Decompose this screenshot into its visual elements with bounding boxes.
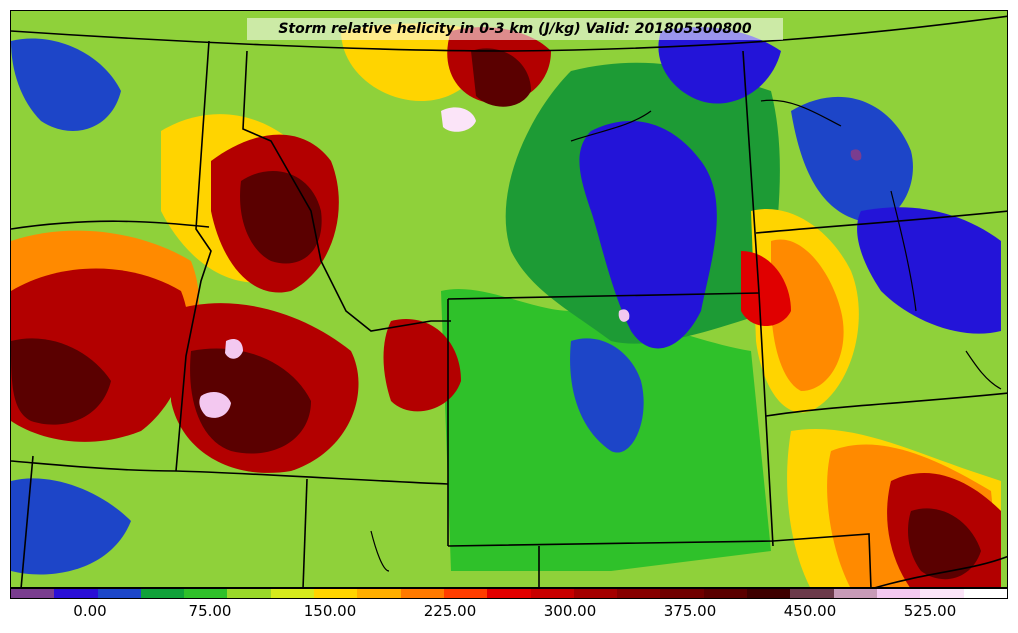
colorbar-tick-label: 525.00: [903, 602, 957, 620]
colorbar-segment: [833, 589, 877, 598]
blue-region-northwest: [11, 38, 121, 131]
nebraska-kansas-border: [765, 392, 1007, 417]
pink-peak-nevada: [199, 391, 231, 418]
oklahoma-border: [875, 555, 1007, 587]
colorbar-segment: [97, 589, 141, 598]
washington-oregon-border: [11, 220, 210, 230]
pink-peak-montana: [441, 107, 476, 132]
colorbar-segment: [703, 589, 748, 598]
pink-peak-colorado: [618, 309, 630, 322]
colorbar-tick-label: 450.00: [783, 602, 837, 620]
river-montana: [570, 110, 652, 142]
title-box: Storm relative helicity in 0-3 km (J/kg)…: [247, 18, 783, 40]
colorbar-segment: [54, 589, 98, 598]
blue-region-east: [857, 207, 1001, 334]
darkred-region-oregon: [11, 338, 111, 425]
yellow-band-montana: [341, 23, 483, 101]
colorbar-segment: [443, 589, 488, 598]
wyoming-east-border: [742, 50, 774, 547]
california-border: [20, 455, 34, 587]
colorbar-segment: [617, 589, 661, 598]
colorbar-tick-label: 150.00: [303, 602, 357, 620]
rivers-lakes: [370, 99, 1002, 572]
colorbar-segment: [573, 589, 618, 598]
dakota-nebraska-border: [755, 210, 1007, 234]
orange-band-nebraska: [771, 239, 844, 391]
colorbar-segment: [357, 589, 401, 598]
colorbar-segment: [400, 589, 444, 598]
colorbar-tick-label: 0.00: [73, 602, 107, 620]
colorbar-segment: [920, 589, 964, 598]
wyoming-south-border: [447, 292, 760, 300]
idaho-west-border: [175, 40, 212, 472]
colorbar-tick-label: 225.00: [423, 602, 477, 620]
colorbar-segment: [530, 589, 574, 598]
state-boundaries: [11, 15, 1007, 587]
darkred-region-nevada: [190, 348, 311, 454]
blue-region-central: [579, 121, 717, 349]
colorbar-segment: [660, 589, 704, 598]
colorbar-tick-labels: 0.00 75.00 150.00 225.00 300.00 375.00 450.00 5…: [10, 600, 1008, 628]
canada-border: [11, 15, 1007, 52]
red-region-utah-north: [383, 319, 461, 412]
colorbar-segment: [140, 589, 185, 598]
darkred-region-montana: [471, 48, 531, 107]
darkred-region-kansas: [908, 508, 981, 580]
colorbar-segment: [184, 589, 228, 598]
purple-peak-dakota: [850, 149, 862, 161]
blue-region-southwest: [11, 478, 131, 575]
colorbar-segment: [487, 589, 531, 598]
pink-peak-nevada-2: [225, 339, 243, 359]
colorbar-segment: [876, 589, 921, 598]
colorbar-segment: [747, 589, 791, 598]
nevada-utah-border: [302, 478, 308, 587]
colorbar: [10, 588, 1008, 599]
colorbar-tick-label: 75.00: [188, 602, 232, 620]
colorbar-segment: [963, 589, 1007, 598]
colorbar-segment: [790, 589, 834, 598]
river-east: [890, 190, 917, 312]
river-dakota: [760, 99, 842, 127]
river-missouri: [965, 350, 1002, 390]
blue-region-south: [570, 338, 644, 453]
helicity-map: [11, 11, 1007, 587]
colorbar-tick-label: 300.00: [543, 602, 597, 620]
blue-region-dakota: [791, 96, 913, 223]
idaho-montana-border: [242, 50, 451, 332]
colorbar-segment: [11, 589, 55, 598]
map-panel: Storm relative helicity in 0-3 km (J/kg)…: [10, 10, 1008, 588]
colorbar-segment: [314, 589, 358, 598]
colorbar-tick-label: 375.00: [663, 602, 717, 620]
colorbar-segment: [227, 589, 271, 598]
nevada-north-border: [11, 460, 449, 485]
map-title: Storm relative helicity in 0-3 km (J/kg)…: [278, 21, 752, 37]
lake-utah: [370, 530, 390, 572]
red-region-nebraska: [741, 251, 791, 326]
colorbar-segment: [270, 589, 315, 598]
colorado-south-border: [447, 533, 872, 587]
